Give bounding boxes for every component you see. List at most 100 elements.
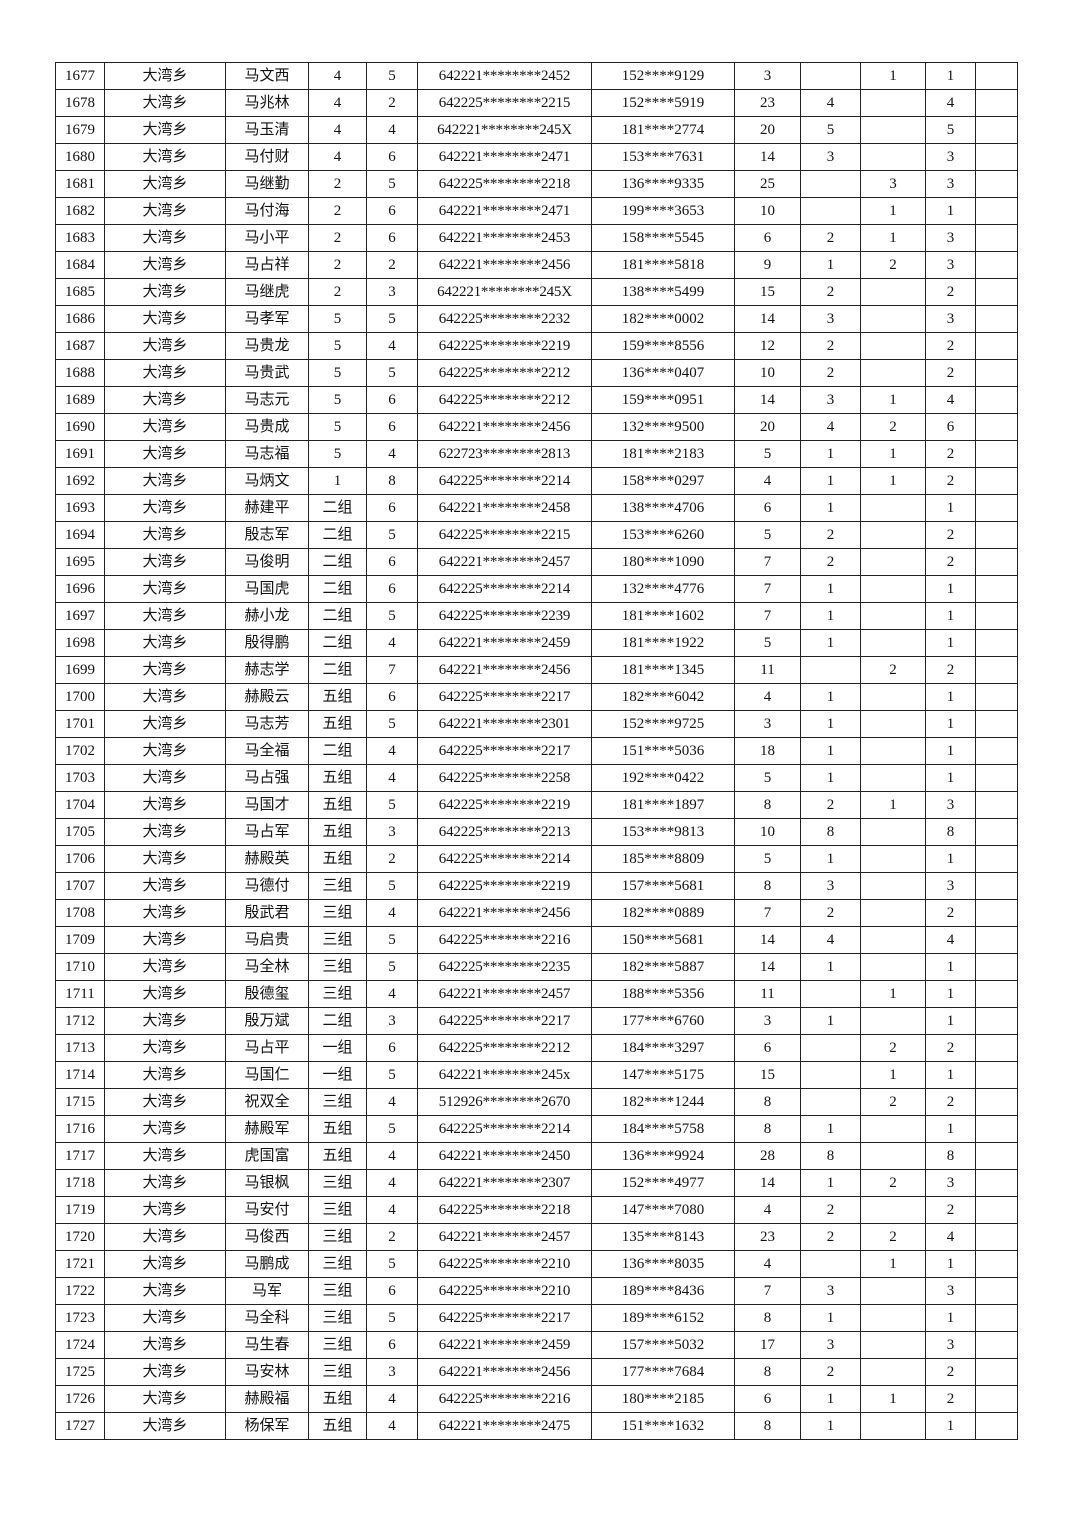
col-11-cell: 1 [925,602,976,630]
row-number-cell: 1711 [55,980,105,1008]
name-cell: 马全科 [225,1304,309,1332]
col-8-cell: 20 [734,116,801,144]
group-cell: 一组 [308,1061,367,1089]
row-number-cell: 1722 [55,1277,105,1305]
name-cell: 祝双全 [225,1088,309,1116]
township-cell: 大湾乡 [104,1385,226,1413]
col-8-cell: 3 [734,710,801,738]
col-11-cell: 6 [925,413,976,441]
name-cell: 赫殿福 [225,1385,309,1413]
remarks-cell [975,1304,1018,1332]
phone-number-cell: 184****5758 [591,1115,735,1143]
col-8-cell: 14 [734,143,801,171]
table-row: 1694 大湾乡 殷志军 二组 5 642225********2215 153****62… [55,521,1018,549]
row-number-cell: 1713 [55,1034,105,1062]
col-9-cell [800,197,861,225]
col-8-cell: 10 [734,359,801,387]
name-cell: 马贵成 [225,413,309,441]
id-number-cell: 642221********2459 [417,629,592,657]
row-number-cell: 1709 [55,926,105,954]
group-cell: 5 [308,386,367,414]
col-10-cell: 2 [860,656,926,684]
remarks-cell [975,1007,1018,1035]
col-11-cell: 2 [925,332,976,360]
row-number-cell: 1692 [55,467,105,495]
col-10-cell: 3 [860,170,926,198]
remarks-cell [975,602,1018,630]
group-cell: 三组 [308,980,367,1008]
remarks-cell [975,899,1018,927]
id-number-cell: 642221********2450 [417,1142,592,1170]
group-cell: 五组 [308,710,367,738]
group-cell: 二组 [308,737,367,765]
phone-number-cell: 199****3653 [591,197,735,225]
col-11-cell: 1 [925,1250,976,1278]
name-cell: 马志元 [225,386,309,414]
remarks-cell [975,386,1018,414]
col-10-cell [860,494,926,522]
id-number-cell: 512926********2670 [417,1088,592,1116]
row-number-cell: 1715 [55,1088,105,1116]
id-number-cell: 642221********2456 [417,899,592,927]
township-cell: 大湾乡 [104,197,226,225]
name-cell: 马安林 [225,1358,309,1386]
col-8-cell: 3 [734,1007,801,1035]
table-row: 1678 大湾乡 马兆林 4 2 642225********2215 152****591… [55,89,1018,117]
phone-number-cell: 132****4776 [591,575,735,603]
township-cell: 大湾乡 [104,548,226,576]
township-cell: 大湾乡 [104,62,226,90]
group-cell: 五组 [308,791,367,819]
id-number-cell: 642225********2212 [417,386,592,414]
household-size-cell: 8 [366,467,418,495]
township-cell: 大湾乡 [104,359,226,387]
id-number-cell: 642225********2219 [417,872,592,900]
group-cell: 二组 [308,521,367,549]
table-row: 1705 大湾乡 马占军 五组 3 642225********2213 153****98… [55,818,1018,846]
col-8-cell: 28 [734,1142,801,1170]
id-number-cell: 642221********2453 [417,224,592,252]
col-9-cell [800,656,861,684]
name-cell: 马孝军 [225,305,309,333]
col-9-cell: 1 [800,467,861,495]
remarks-cell [975,1250,1018,1278]
col-11-cell: 1 [925,737,976,765]
household-size-cell: 5 [366,953,418,981]
group-cell: 5 [308,440,367,468]
col-9-cell: 1 [800,845,861,873]
row-number-cell: 1694 [55,521,105,549]
remarks-cell [975,1115,1018,1143]
household-size-cell: 5 [366,710,418,738]
household-size-cell: 6 [366,386,418,414]
name-cell: 马国虎 [225,575,309,603]
household-size-cell: 4 [366,764,418,792]
group-cell: 五组 [308,764,367,792]
col-10-cell: 1 [860,386,926,414]
id-number-cell: 642221********2456 [417,656,592,684]
id-number-cell: 642225********2258 [417,764,592,792]
remarks-cell [975,872,1018,900]
group-cell: 4 [308,89,367,117]
phone-number-cell: 188****5356 [591,980,735,1008]
name-cell: 马占军 [225,818,309,846]
group-cell: 4 [308,116,367,144]
id-number-cell: 642221********2307 [417,1169,592,1197]
col-10-cell [860,278,926,306]
group-cell: 4 [308,62,367,90]
id-number-cell: 642221********2458 [417,494,592,522]
household-size-cell: 5 [366,926,418,954]
phone-number-cell: 181****5818 [591,251,735,279]
row-number-cell: 1708 [55,899,105,927]
col-10-cell [860,1142,926,1170]
name-cell: 马占祥 [225,251,309,279]
col-8-cell: 14 [734,305,801,333]
group-cell: 2 [308,197,367,225]
col-10-cell [860,89,926,117]
group-cell: 五组 [308,1412,367,1440]
township-cell: 大湾乡 [104,1169,226,1197]
id-number-cell: 642221********2475 [417,1412,592,1440]
col-11-cell: 8 [925,1142,976,1170]
township-cell: 大湾乡 [104,467,226,495]
row-number-cell: 1707 [55,872,105,900]
row-number-cell: 1681 [55,170,105,198]
household-size-cell: 5 [366,872,418,900]
